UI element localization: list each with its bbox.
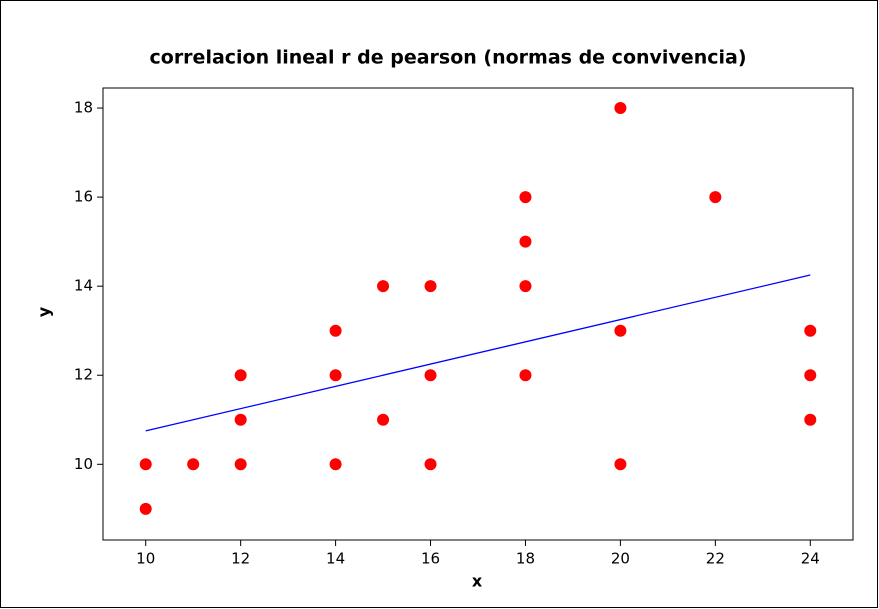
point [187, 458, 200, 471]
point [377, 280, 390, 293]
point [424, 369, 437, 382]
point [329, 458, 342, 471]
point [329, 324, 342, 337]
chart-title: correlacion lineal r de pearson (normas … [150, 47, 747, 69]
x-tick-label: 14 [326, 550, 345, 568]
point [519, 280, 532, 293]
x-tick-label: 22 [706, 550, 725, 568]
y-tick-label: 18 [74, 99, 93, 117]
point [424, 458, 437, 471]
x-tick-label: 10 [136, 550, 155, 568]
y-tick-label: 16 [74, 188, 93, 206]
point [519, 191, 532, 204]
point [804, 413, 817, 426]
point [519, 235, 532, 248]
x-axis-label: x [472, 572, 483, 591]
x-tick-label: 12 [231, 550, 250, 568]
y-tick-label: 10 [74, 455, 93, 473]
point [804, 324, 817, 337]
point [139, 458, 152, 471]
y-tick-label: 12 [74, 366, 93, 384]
trend-line [145, 274, 811, 432]
y-axis-label: y [35, 306, 54, 317]
point [424, 280, 437, 293]
x-tick-label: 18 [516, 550, 535, 568]
point [329, 369, 342, 382]
point [377, 413, 390, 426]
point [614, 102, 627, 115]
x-tick-label: 20 [611, 550, 630, 568]
x-tick-label: 16 [421, 550, 440, 568]
x-tick-label: 24 [801, 550, 820, 568]
point [709, 191, 722, 204]
point [614, 324, 627, 337]
point [234, 413, 247, 426]
point [139, 502, 152, 515]
y-tick-label: 14 [74, 277, 93, 295]
point [519, 369, 532, 382]
point [614, 458, 627, 471]
plot-area [102, 87, 854, 541]
point [804, 369, 817, 382]
point [234, 458, 247, 471]
point [234, 369, 247, 382]
